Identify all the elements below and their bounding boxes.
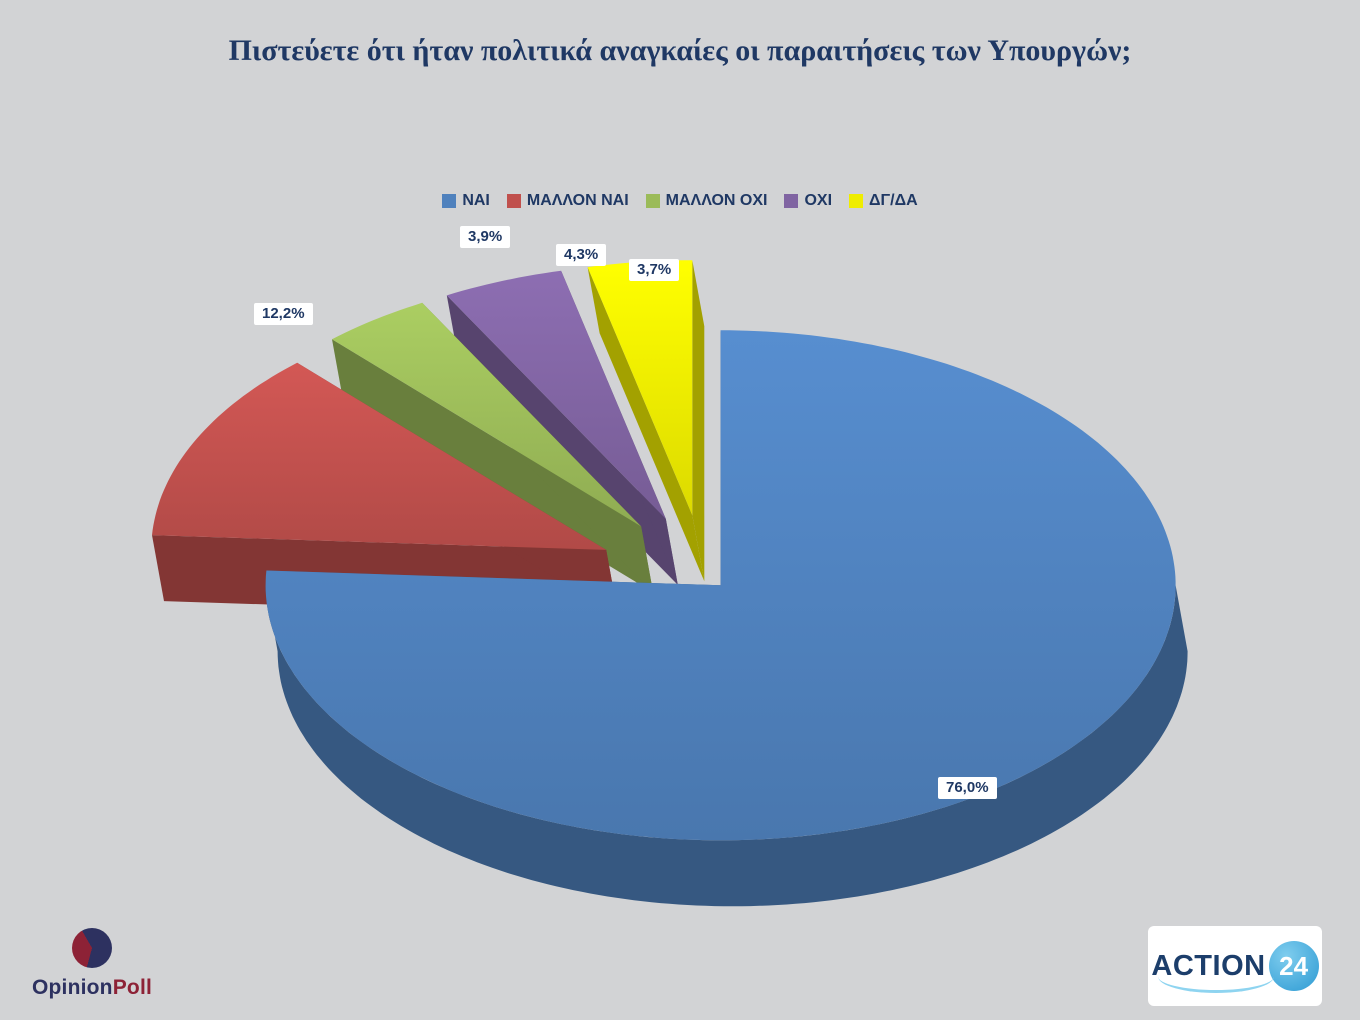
chart-title: Πιστεύετε ότι ήταν πολιτικά αναγκαίες οι…: [228, 34, 1132, 67]
data-label-mallon-oxi: 3,9%: [460, 226, 511, 248]
action24-wordmark: ACTION: [1151, 949, 1266, 982]
data-label-dg-da: 3,7%: [629, 259, 680, 281]
opinion-poll-word-poll: Poll: [112, 976, 153, 999]
action24-logo: ACTION 24: [1148, 926, 1322, 1006]
legend-swatch-blue: [442, 194, 457, 208]
opinion-poll-pie-icon: [72, 928, 112, 968]
pie-slice-2: [332, 302, 642, 527]
pie-slice-4-side: [587, 267, 705, 582]
legend-label: ΔΓ/ΔΑ: [869, 192, 918, 209]
data-label-nai: 76,0%: [938, 777, 997, 799]
pie-slice-0: [265, 330, 1176, 841]
legend-swatch-purple: [784, 194, 799, 208]
pie-slice-3: [446, 270, 666, 519]
legend-item-mallon-oxi: ΜΑΛΛΟΝ ΟΧΙ: [645, 192, 768, 210]
pie-slice-0-rim: [265, 585, 1188, 907]
opinion-poll-logo: OpinionPoll: [24, 928, 160, 1000]
legend-item-nai: ΝΑΙ: [442, 192, 490, 210]
legend-label: ΟΧΙ: [804, 192, 833, 209]
legend-swatch-yellow: [849, 194, 864, 208]
pie-slice-4-side: [692, 260, 705, 582]
action24-number: 24: [1279, 950, 1309, 981]
legend-label: ΜΑΛΛΟΝ ΟΧΙ: [665, 192, 768, 209]
opinion-poll-word-opinion: Opinion: [31, 976, 113, 999]
legend-item-dg-da: ΔΓ/ΔΑ: [849, 192, 918, 210]
pie-slice-1: [152, 362, 607, 550]
pie-slice-2-side: [332, 339, 654, 593]
pie-slice-4: [587, 260, 693, 516]
legend-swatch-red: [506, 194, 521, 208]
legend-item-oxi: ΟΧΙ: [784, 192, 832, 210]
legend-item-mallon-nai: ΜΑΛΛΟΝ ΝΑΙ: [506, 192, 629, 210]
data-label-oxi: 4,3%: [556, 244, 607, 266]
opinion-poll-wordmark: OpinionPoll: [24, 976, 160, 1000]
chart-legend: ΝΑΙ ΜΑΛΛΟΝ ΝΑΙ ΜΑΛΛΟΝ ΟΧΙ ΟΧΙ ΔΓ/ΔΑ: [0, 192, 1360, 210]
data-label-mallon-nai: 12,2%: [254, 303, 313, 325]
legend-label: ΝΑΙ: [462, 192, 490, 209]
action24-circle-icon: 24: [1268, 941, 1319, 991]
legend-label: ΜΑΛΛΟΝ ΝΑΙ: [526, 192, 629, 209]
legend-swatch-green: [645, 194, 660, 208]
